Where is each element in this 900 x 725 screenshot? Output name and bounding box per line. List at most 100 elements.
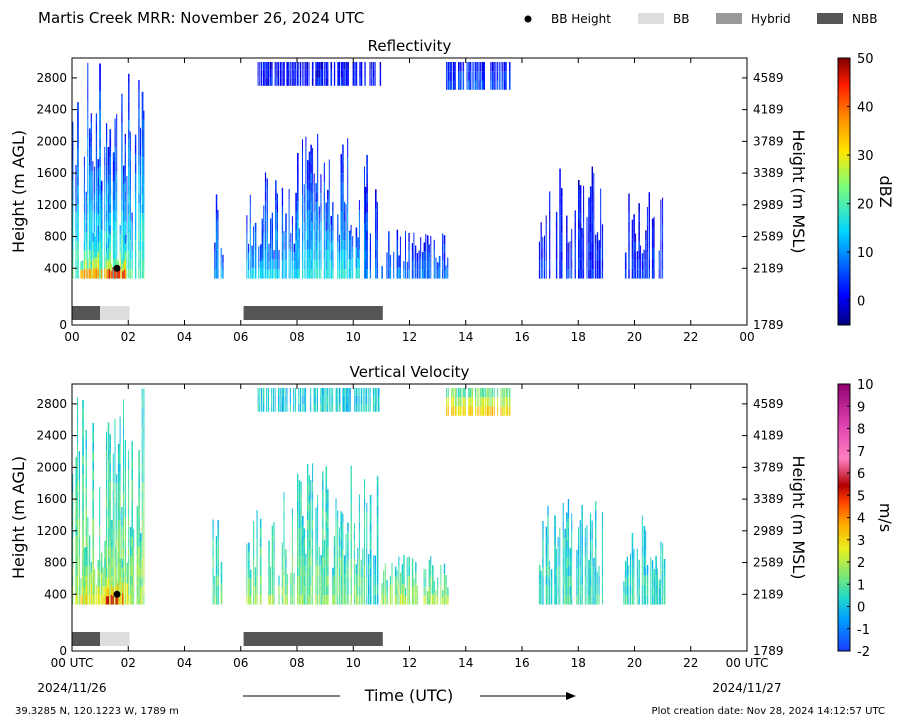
echo-cell xyxy=(347,531,349,541)
echo-cell xyxy=(128,166,130,177)
echo-cell xyxy=(362,548,364,558)
echo-cell xyxy=(384,573,386,584)
echo-cell xyxy=(291,260,293,270)
echo-cell xyxy=(307,548,309,558)
echo-cell xyxy=(298,556,301,567)
echo-cell xyxy=(389,575,391,586)
echo-cell xyxy=(99,560,101,570)
echo-cell xyxy=(143,557,145,568)
echo-cell xyxy=(275,249,277,259)
echo-cell xyxy=(112,453,114,463)
echo-cell xyxy=(215,536,217,546)
echo-cell xyxy=(285,213,287,223)
echo-cell xyxy=(298,489,301,500)
echo-cell xyxy=(327,403,329,412)
echo-cell xyxy=(90,210,92,221)
echo-cell xyxy=(648,259,650,269)
echo-cell xyxy=(340,249,343,260)
echo-cell xyxy=(588,577,590,587)
echo-cell xyxy=(432,594,434,605)
echo-cell xyxy=(109,129,112,139)
echo-cell xyxy=(550,578,553,587)
echo-cell xyxy=(317,268,319,279)
echo-cell xyxy=(307,463,309,474)
echo-cell xyxy=(283,567,285,577)
echo-cell xyxy=(72,229,74,240)
echo-cell xyxy=(480,406,482,416)
echo-cell xyxy=(273,586,275,596)
echo-cell xyxy=(128,488,130,499)
echo-cell xyxy=(121,142,123,153)
echo-cell xyxy=(307,576,309,586)
echo-cell xyxy=(376,535,379,546)
echo-cell xyxy=(342,77,344,86)
echo-cell xyxy=(317,230,319,240)
echo-cell xyxy=(593,585,595,596)
echo-cell xyxy=(291,216,293,226)
echo-cell xyxy=(358,512,360,522)
echo-cell xyxy=(308,239,311,250)
echo-cell xyxy=(116,595,118,605)
echo-cell xyxy=(77,472,79,483)
echo-cell xyxy=(337,548,339,558)
echo-cell xyxy=(485,388,487,398)
echo-cell xyxy=(123,548,124,558)
echo-cell xyxy=(601,512,603,522)
echo-cell xyxy=(646,594,649,605)
echo-cell xyxy=(246,543,248,554)
echo-cell xyxy=(383,579,385,588)
echo-cell xyxy=(97,234,99,244)
echo-cell xyxy=(425,243,427,252)
echo-cell xyxy=(138,556,140,566)
echo-cell xyxy=(121,249,123,260)
echo-cell xyxy=(77,519,79,530)
echo-cell xyxy=(143,435,145,445)
echo-cell xyxy=(583,213,585,223)
echo-cell xyxy=(545,585,548,595)
echo-cell xyxy=(90,152,92,162)
echo-cell xyxy=(369,595,372,605)
echo-cell xyxy=(557,546,559,557)
echo-cell xyxy=(443,573,446,585)
echo-cell xyxy=(310,173,312,183)
echo-cell xyxy=(75,476,78,487)
echo-cell xyxy=(121,516,123,527)
echo-cell xyxy=(123,203,125,213)
echo-cell xyxy=(447,62,450,72)
echo-cell xyxy=(347,577,349,587)
x-tick-label: 00 UTC xyxy=(51,656,94,670)
echo-cell xyxy=(391,583,393,595)
echo-cell xyxy=(100,249,103,259)
echo-cell xyxy=(630,574,631,585)
echo-cell xyxy=(89,212,91,223)
echo-cell xyxy=(340,221,343,231)
echo-cell xyxy=(655,585,657,595)
echo-cell xyxy=(262,77,265,86)
echo-cell xyxy=(328,388,330,396)
echo-cell xyxy=(569,557,572,567)
y-tick-label: 0 xyxy=(59,318,67,332)
echo-cell xyxy=(381,593,383,605)
echo-cell xyxy=(89,269,91,279)
echo-cell xyxy=(133,547,135,558)
echo-cell xyxy=(106,191,108,201)
echo-cell xyxy=(266,178,268,188)
echo-cell xyxy=(283,70,285,78)
echo-cell xyxy=(283,510,285,521)
echo-cell xyxy=(593,576,595,586)
echo-cell xyxy=(259,396,261,404)
echo-cell xyxy=(85,478,87,489)
echo-cell xyxy=(104,175,106,185)
echo-cell xyxy=(366,259,368,270)
echo-cell xyxy=(591,241,593,251)
echo-cell xyxy=(645,558,647,568)
echo-cell xyxy=(114,595,116,605)
echo-cell xyxy=(281,388,284,396)
echo-cell xyxy=(347,156,349,167)
echo-cell xyxy=(283,396,285,404)
echo-cell xyxy=(317,249,319,260)
echo-cell xyxy=(121,258,123,269)
echo-cell xyxy=(468,397,470,407)
echo-cell xyxy=(291,234,293,243)
echo-cell xyxy=(595,269,597,279)
